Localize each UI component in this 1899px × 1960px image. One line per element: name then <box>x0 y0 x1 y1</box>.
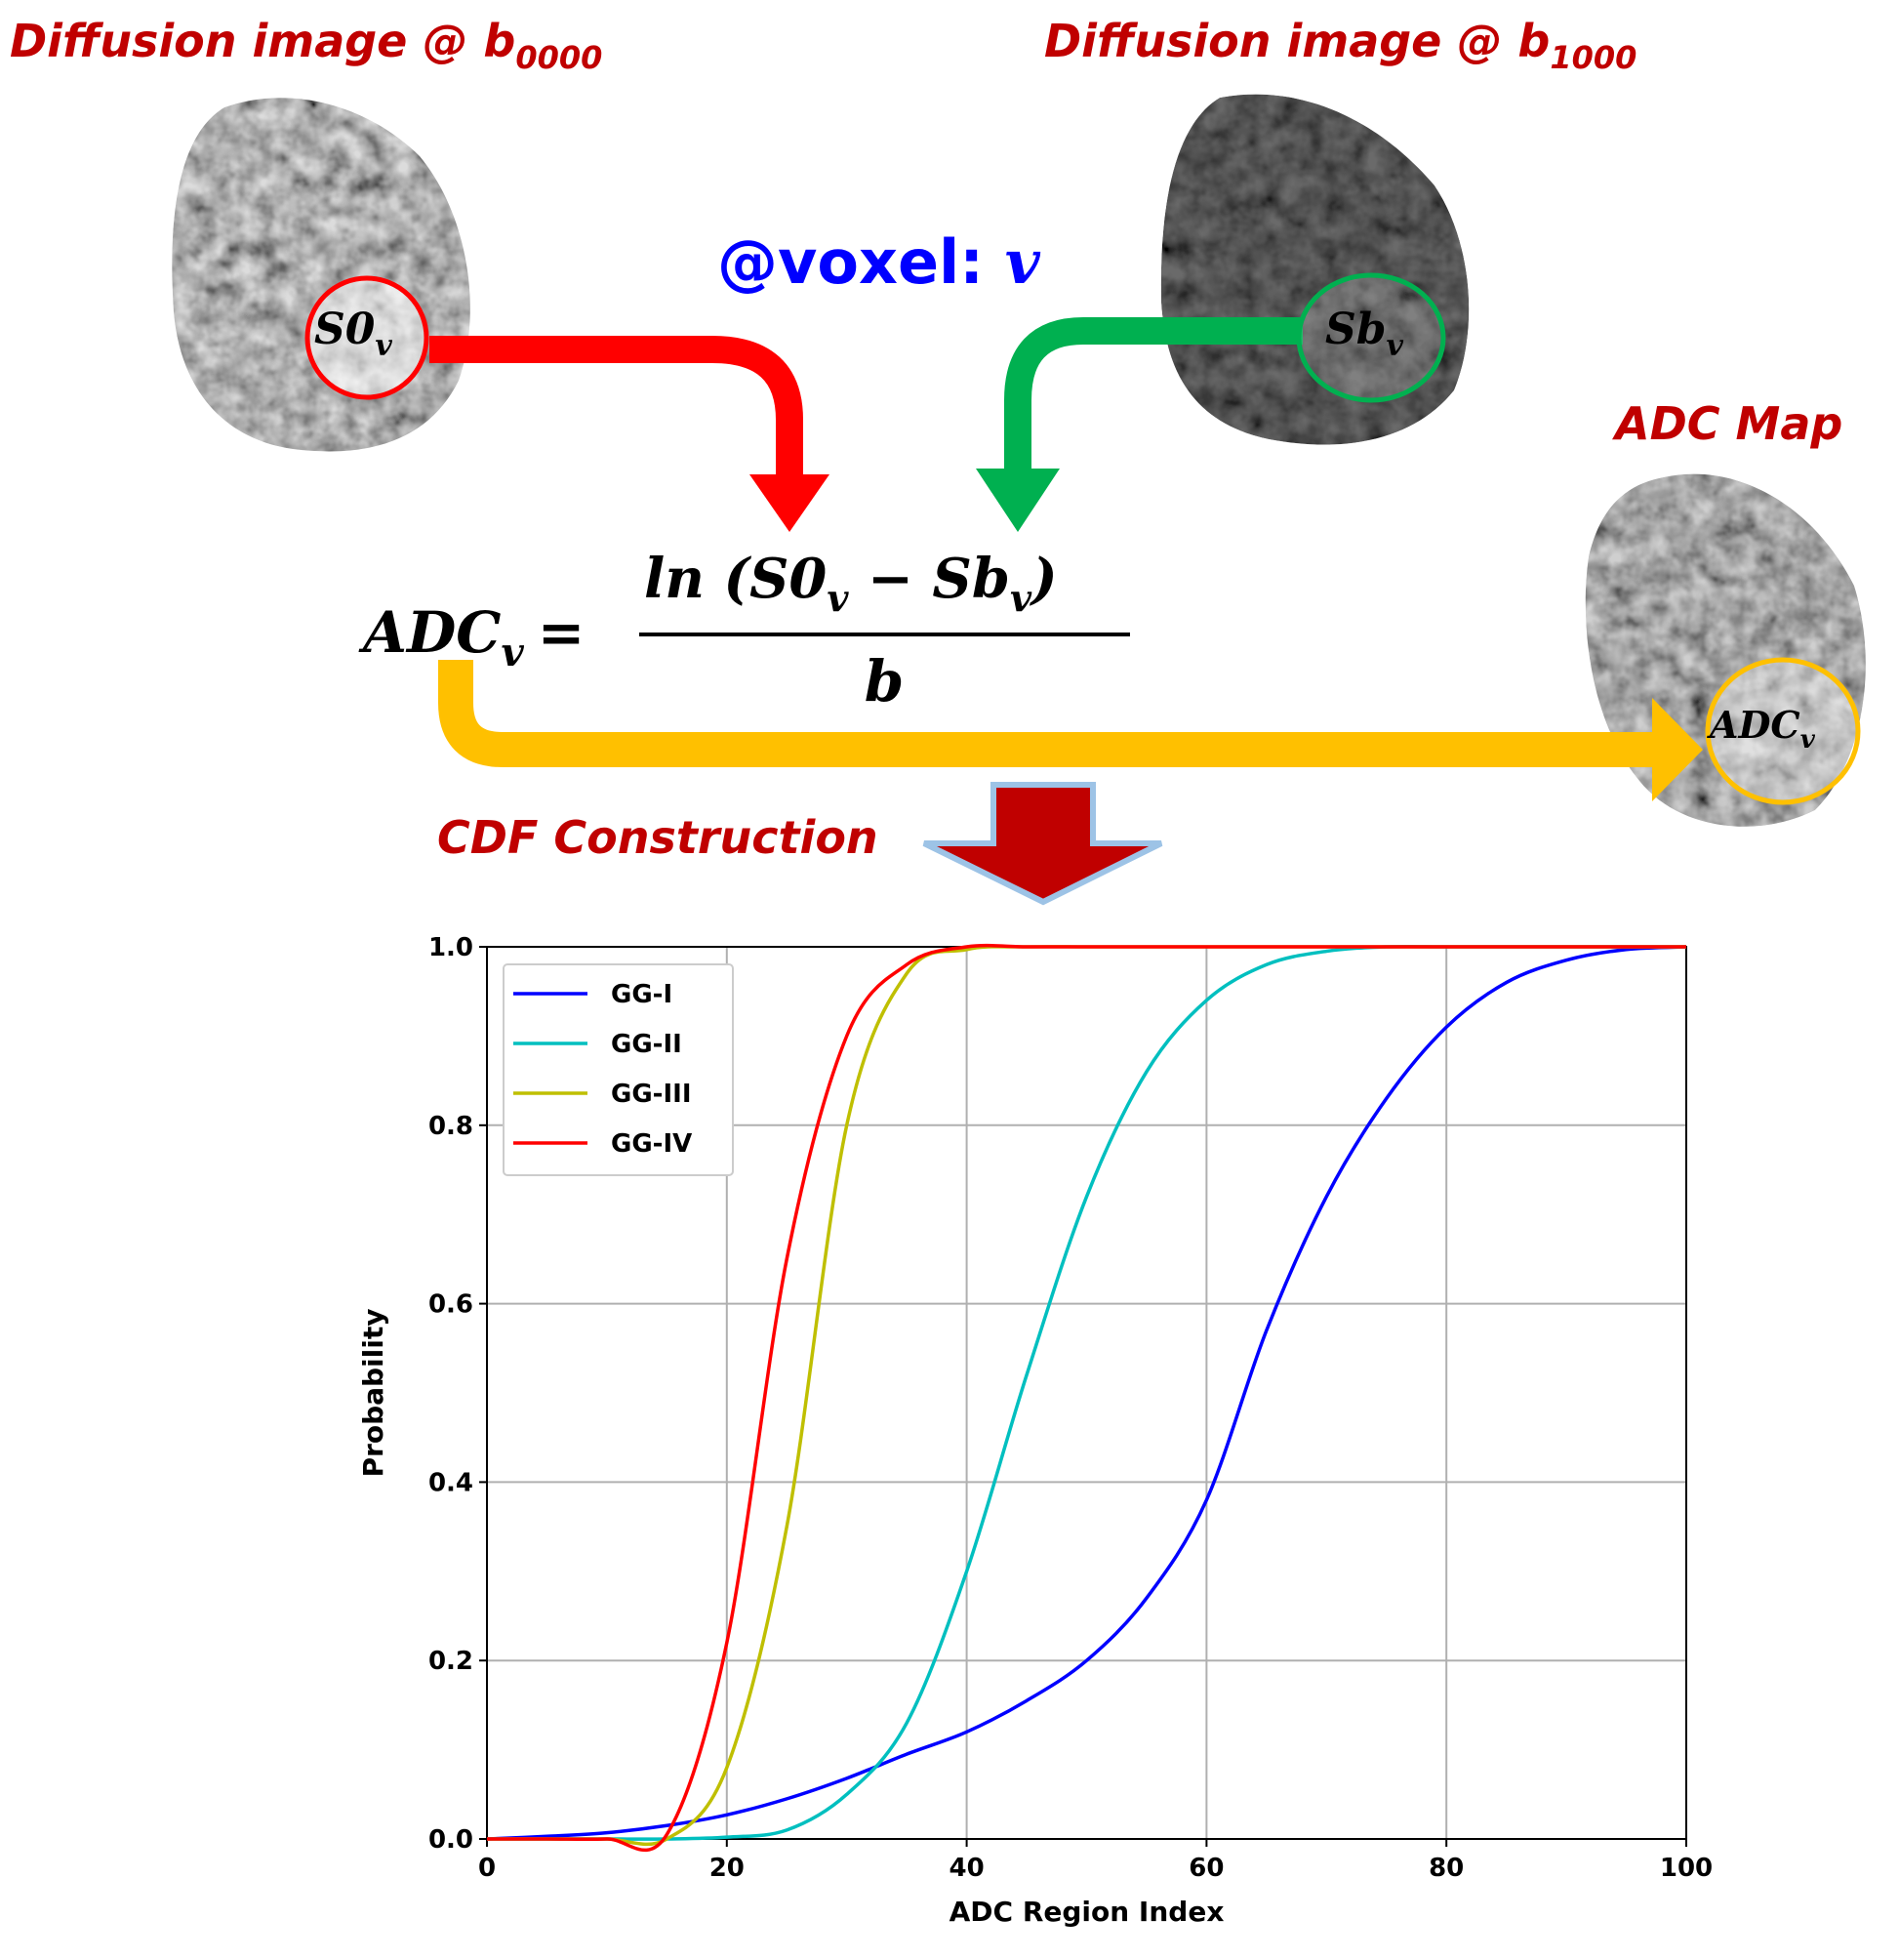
y-tick-label: 0.0 <box>428 1825 473 1855</box>
image-b1000 <box>1160 94 1470 445</box>
yellow-arrow-head <box>1652 698 1703 801</box>
red-arrow-head <box>749 474 829 532</box>
sb-circle <box>1296 272 1446 403</box>
x-tick-label: 40 <box>950 1854 985 1883</box>
s0-label: S0v <box>314 305 392 363</box>
y-tick-label: 0.8 <box>428 1112 473 1141</box>
s0-circle <box>304 275 429 400</box>
y-tick-label: 0.4 <box>428 1468 473 1497</box>
x-tick-label: 100 <box>1660 1854 1713 1883</box>
adc-voxel-label: ADCv <box>1707 703 1816 755</box>
adc-circle <box>1705 657 1861 805</box>
image-b0 <box>172 98 470 452</box>
x-tick-label: 80 <box>1429 1854 1464 1883</box>
legend-label: GG-III <box>611 1080 692 1109</box>
image-b1000-title: Diffusion image @ b1000 <box>1044 15 1636 76</box>
red-arrow <box>429 336 803 478</box>
x-tick-label: 0 <box>478 1854 496 1883</box>
legend-label: GG-IV <box>611 1129 692 1159</box>
legend-box <box>503 963 734 1176</box>
adc-map-title: ADC Map <box>1612 397 1842 450</box>
legend-label: GG-II <box>611 1030 682 1059</box>
yellow-arrow <box>438 660 1659 767</box>
voxel-label: @voxel: v <box>717 226 1041 298</box>
green-arrow <box>1004 317 1303 472</box>
image-b0-title: Diffusion image @ b0000 <box>10 15 602 76</box>
formula-lhs: ADCv = <box>358 599 585 675</box>
green-arrow-head <box>976 469 1060 532</box>
chart: 0 20 40 60 80 100 0.0 0.2 0.4 0.6 0.8 1.0 ADC Region… <box>357 933 1713 1928</box>
formula-denominator: b <box>865 648 905 715</box>
y-tick-label: 0.6 <box>428 1290 473 1320</box>
series-line <box>487 943 1686 1853</box>
series-line <box>486 945 1687 1841</box>
formula-numerator: ln (S0v − Sbv) <box>644 547 1058 620</box>
y-tick-label: 0.2 <box>428 1647 473 1676</box>
down-arrow <box>922 782 1163 906</box>
legend-label: GG-I <box>611 980 672 1009</box>
x-axis-label: ADC Region Index <box>950 1896 1225 1928</box>
cdf-label: CDF Construction <box>437 811 878 864</box>
x-tick-label: 20 <box>709 1854 745 1883</box>
y-tick-label: 1.0 <box>428 933 473 962</box>
sb-label: Sbv <box>1325 305 1404 363</box>
y-axis-label: Probability <box>357 1309 389 1478</box>
x-tick-label: 60 <box>1189 1854 1224 1883</box>
